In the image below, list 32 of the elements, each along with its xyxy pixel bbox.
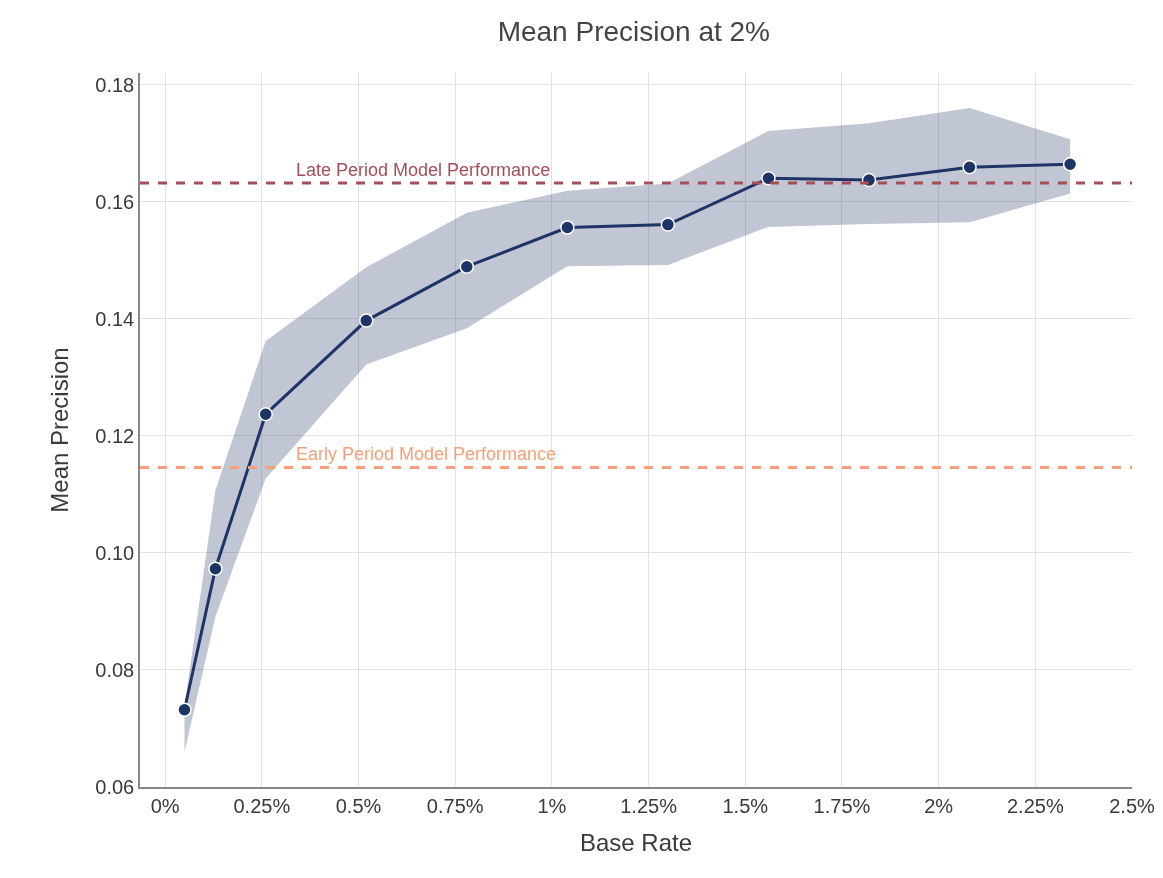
x-tick-label: 1.5%: [722, 794, 769, 817]
point: [660, 217, 676, 232]
y-tick-label: 0.18: [95, 73, 135, 96]
y-tick-label: 0.06: [95, 776, 135, 798]
point: [258, 406, 273, 422]
x-tick-label: 1.75%: [813, 794, 871, 817]
y-axis-title: Mean Precision: [45, 347, 73, 513]
point: [459, 259, 475, 274]
ref-line-label: Early Period Model Performance: [296, 444, 557, 464]
x-tick-label: 0.25%: [233, 794, 291, 817]
point: [761, 171, 776, 186]
x-tick-label: 0%: [150, 794, 180, 817]
x-tick-label: 2.25%: [1006, 794, 1064, 817]
y-tick-label: 0.08: [95, 658, 135, 681]
point: [962, 159, 977, 175]
x-tick-label: 0.5%: [335, 794, 382, 817]
y-tick-label: 0.14: [95, 307, 135, 330]
point: [359, 313, 374, 328]
x-axis-title: Base Rate: [579, 828, 693, 856]
x-tick-label: 2.5%: [1109, 794, 1156, 817]
ref-line-label: Late Period Model Performance: [296, 160, 551, 180]
point: [208, 561, 223, 576]
point: [560, 220, 575, 235]
point: [1062, 157, 1078, 172]
x-tick-label: 1%: [537, 794, 567, 817]
x-tick-label: 0.75%: [426, 794, 484, 817]
y-tick-label: 0.12: [95, 424, 135, 447]
y-tick-label: 0.10: [95, 541, 135, 564]
chart-title: Mean Precision at 2%: [497, 15, 771, 47]
x-tick-label: 1.25%: [620, 794, 678, 817]
y-tick-label: 0.16: [95, 190, 135, 213]
x-tick-label: 2%: [924, 794, 954, 817]
